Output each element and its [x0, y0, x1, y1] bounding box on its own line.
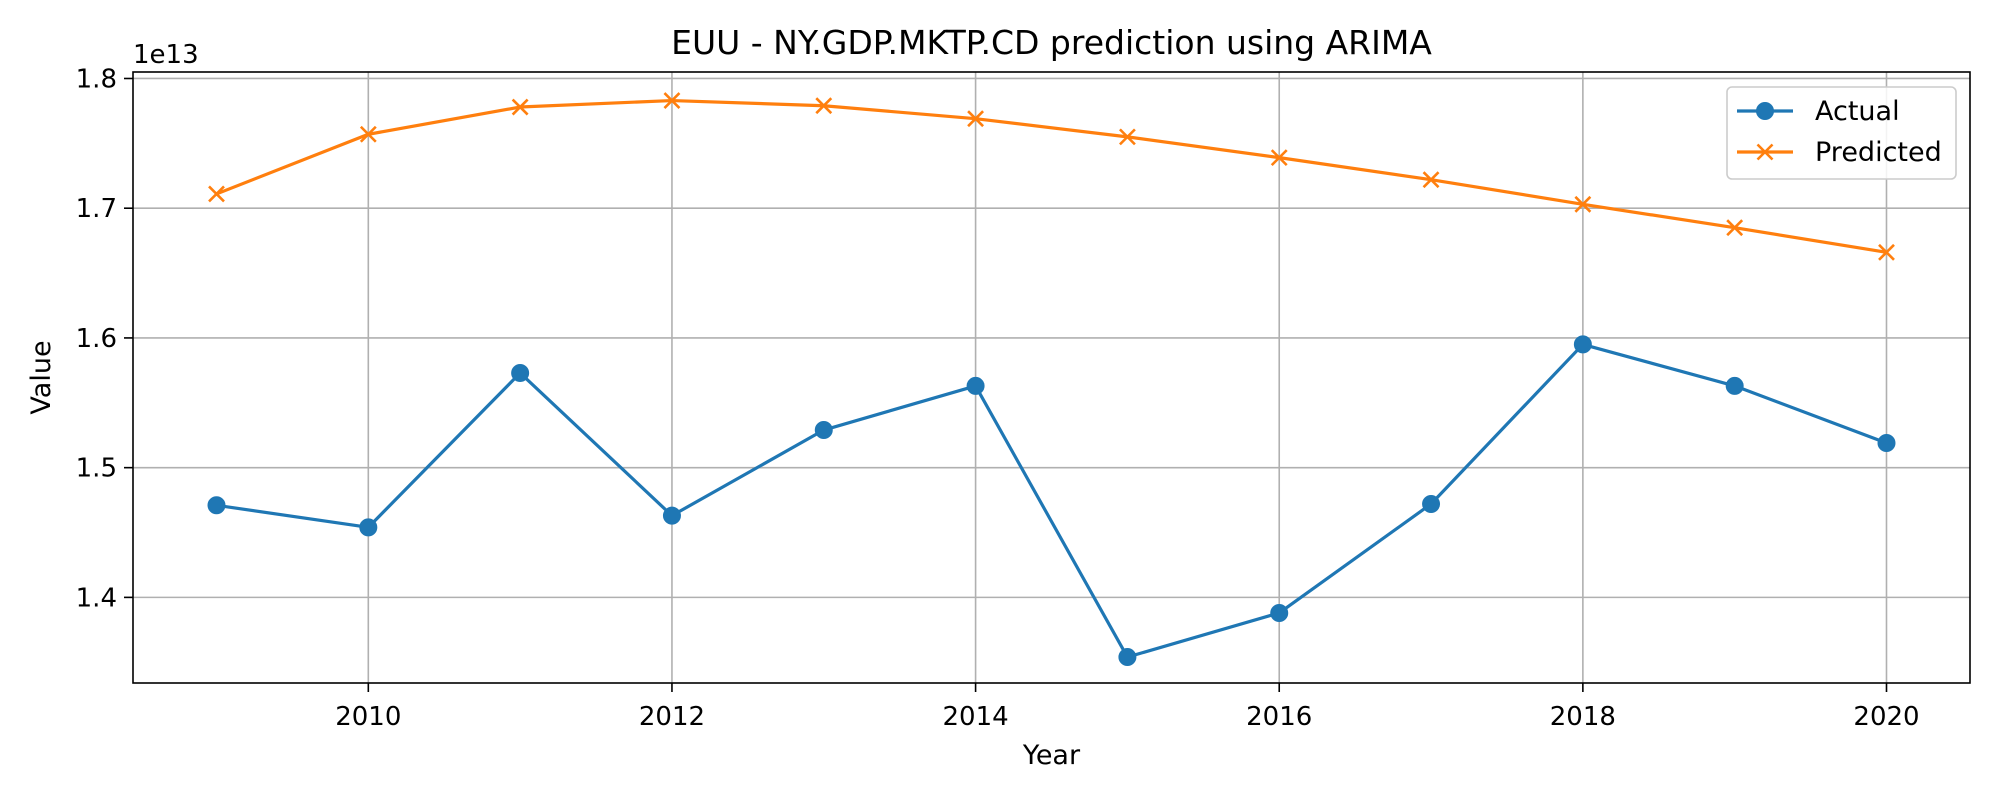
data-point-predicted — [1422, 171, 1440, 189]
data-point-predicted-stroke — [1574, 195, 1592, 213]
data-point-predicted-stroke — [359, 125, 377, 143]
legend-item-actual: Actual — [1737, 96, 1900, 127]
x-axis-label: Year — [1022, 740, 1081, 771]
data-point-predicted — [511, 98, 529, 116]
data-point-predicted — [359, 125, 377, 143]
y-axis-offset-label: 1e13 — [133, 40, 199, 70]
data-point-predicted-stroke — [967, 110, 985, 128]
data-point-actual — [1573, 335, 1592, 354]
x-tick-label: 2018 — [1550, 702, 1616, 732]
data-point-predicted-stroke — [815, 97, 833, 115]
y-tick-label: 1.7 — [76, 194, 117, 224]
y-axis-label: Value — [26, 340, 57, 414]
y-tick-label: 1.4 — [76, 583, 117, 613]
data-point-predicted-stroke — [1878, 243, 1895, 261]
data-point-predicted-stroke — [1726, 219, 1744, 237]
data-point-predicted — [1726, 219, 1744, 237]
series-layer — [207, 92, 1896, 667]
y-tick-label: 1.6 — [76, 324, 117, 354]
axes: 2010 2012 2014 2016 2018 2020 1.4 1.5 1.6 1.7 1.8 — [76, 64, 1920, 732]
legend-marker — [1756, 143, 1774, 161]
x-tick-label: 2016 — [1246, 702, 1312, 732]
data-point-predicted — [663, 92, 681, 109]
legend-marker-stroke — [1756, 143, 1774, 161]
data-point-predicted-stroke — [1422, 171, 1440, 189]
plot-frame — [132, 71, 1971, 684]
legend-label: Predicted — [1815, 137, 1942, 168]
legend: Actual Predicted — [1726, 86, 1957, 180]
data-point-actual — [1270, 603, 1289, 622]
data-point-predicted — [1878, 243, 1895, 261]
data-point-predicted-stroke — [1118, 128, 1136, 146]
data-point-predicted-stroke — [1270, 149, 1288, 167]
legend-marker — [1756, 102, 1774, 120]
data-point-actual — [966, 376, 985, 395]
data-point-predicted — [208, 185, 225, 203]
series-predicted — [208, 92, 1895, 261]
x-tick-label: 2020 — [1853, 702, 1919, 732]
chart-title: EUU - NY.GDP.MKTP.CD prediction using AR… — [671, 23, 1432, 62]
data-point-actual — [814, 421, 833, 440]
data-point-predicted-stroke — [511, 98, 529, 116]
series-line-actual — [216, 342, 1888, 659]
data-point-predicted-stroke — [663, 92, 681, 109]
data-point-predicted — [967, 110, 985, 128]
data-point-actual — [1725, 376, 1744, 395]
data-point-actual — [662, 506, 681, 525]
data-point-predicted — [815, 97, 833, 115]
data-point-actual — [511, 363, 530, 382]
data-point-actual — [1877, 434, 1896, 453]
data-point-predicted-stroke — [208, 185, 225, 203]
x-tick-label: 2012 — [639, 702, 705, 732]
x-tick-label: 2014 — [943, 702, 1009, 732]
x-tick-label: 2010 — [335, 702, 401, 732]
data-point-actual — [359, 518, 378, 537]
data-point-predicted — [1118, 128, 1136, 146]
y-tick-label: 1.8 — [76, 64, 117, 94]
legend-item-predicted: Predicted — [1737, 137, 1942, 168]
y-tick-label: 1.5 — [76, 454, 117, 484]
data-point-actual — [207, 496, 226, 515]
legend-label: Actual — [1815, 96, 1900, 127]
data-point-predicted — [1270, 149, 1288, 167]
data-point-actual — [1118, 648, 1137, 667]
data-point-actual — [1422, 494, 1441, 513]
series-line-predicted — [215, 98, 1887, 254]
series-actual — [207, 335, 1896, 667]
data-point-predicted — [1574, 195, 1592, 213]
